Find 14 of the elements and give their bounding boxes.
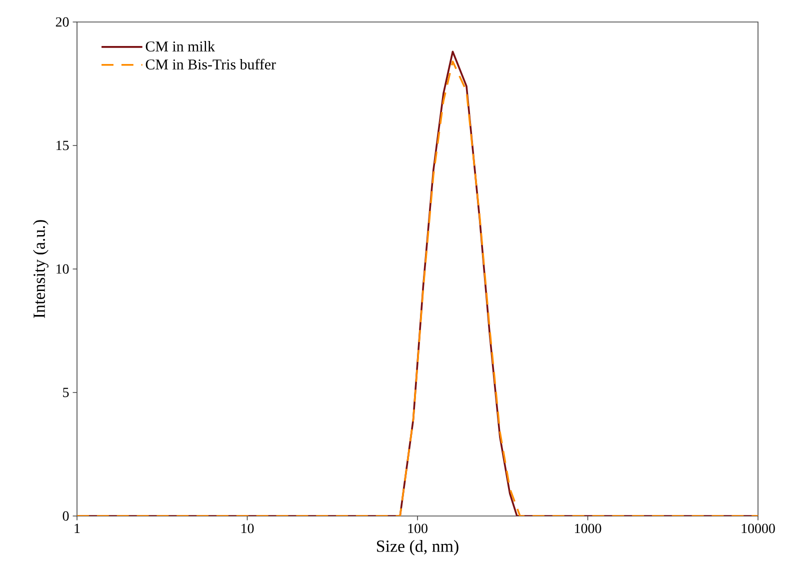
x-tick-label: 1 (74, 524, 80, 533)
legend-label: CM in milk (146, 41, 215, 52)
y-tick-label: 5 (63, 388, 69, 398)
y-axis-title: Intensity (a.u.) (33, 220, 48, 318)
x-tick-label: 10000 (742, 524, 775, 534)
y-tick-label: 15 (56, 140, 69, 150)
x-tick-label: 1000 (575, 524, 602, 534)
x-tick-label: 10 (242, 524, 254, 534)
legend-label: CM in Bis-Tris buffer (146, 58, 276, 70)
y-tick-label: 0 (62, 511, 69, 521)
x-tick-label: 100 (408, 524, 428, 534)
y-tick-label: 10 (56, 264, 69, 274)
y-tick-label: 20 (56, 17, 69, 27)
x-axis-title: Size (d, nm) (377, 540, 458, 556)
